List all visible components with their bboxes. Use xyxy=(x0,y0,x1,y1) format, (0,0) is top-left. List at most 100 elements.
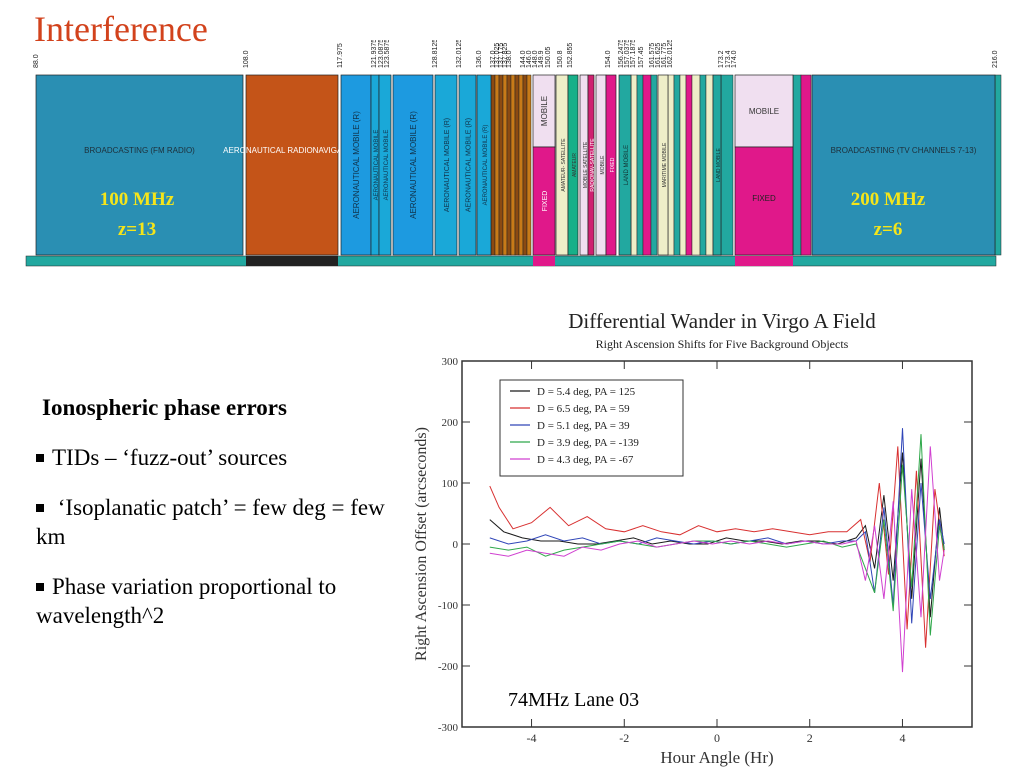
frequency-label: 157.0375 xyxy=(624,40,631,68)
band-label: AERONAUTICAL MOBILE (R) xyxy=(466,118,473,212)
bullet-square-icon xyxy=(36,453,44,462)
band-bottom-stripe xyxy=(246,256,338,266)
y-tick-label: 0 xyxy=(453,539,459,551)
frequency-label: 137.825 xyxy=(502,43,509,68)
frequency-label: 150.05 xyxy=(545,46,552,68)
band-block xyxy=(35,74,244,256)
band-segment xyxy=(685,74,693,256)
series-line xyxy=(489,452,945,618)
frequency-label: 161.775 xyxy=(661,43,668,68)
frequency-label: 117.975 xyxy=(337,43,344,68)
frequency-label: 144.0 xyxy=(520,50,527,68)
band-segment xyxy=(650,74,658,256)
y-tick-label: 100 xyxy=(442,478,459,490)
band-label: AERONAUTICAL MOBILE (R) xyxy=(409,111,418,219)
band-block xyxy=(392,74,434,256)
frequency-label: 121.9375 xyxy=(371,40,378,68)
band-note: 100 MHz xyxy=(100,189,175,210)
frequency-label: 161.625 xyxy=(655,43,662,68)
frequency-label: 123.5875 xyxy=(384,40,391,68)
band-block xyxy=(605,74,617,256)
legend-label: D = 5.1 deg, PA = 39 xyxy=(537,420,630,432)
frequency-label: 136.0 xyxy=(476,50,483,68)
x-tick-label: 2 xyxy=(807,731,813,745)
band-label: RADIONAV-SATELLITE xyxy=(590,138,596,192)
chart-title: Differential Wander in Virgo A Field xyxy=(568,309,876,333)
band-segment xyxy=(636,74,644,256)
legend-label: D = 6.5 deg, PA = 59 xyxy=(537,403,630,415)
bullet-text: Phase variation proportional to waveleng… xyxy=(36,574,337,628)
frequency-label: 137.025 xyxy=(494,43,501,68)
band-segment xyxy=(518,74,524,256)
legend-box xyxy=(499,379,684,477)
band-segment xyxy=(506,74,512,256)
frequency-label: 137.0 xyxy=(490,50,497,68)
x-axis-label: Hour Angle (Hr) xyxy=(660,748,773,767)
band-block xyxy=(811,74,996,256)
band-segment xyxy=(502,74,508,256)
band-label: FIXED xyxy=(752,194,776,203)
band-block xyxy=(618,74,632,256)
band-segment xyxy=(642,74,652,256)
band-label: AERONAUTICAL MOBILE (R) xyxy=(483,125,489,206)
y-tick-label: 300 xyxy=(442,356,459,368)
band-label: MOBILE SATELLITE xyxy=(583,141,589,188)
band-segment xyxy=(994,74,1002,256)
chart-annotation: 74MHz Lane 03 xyxy=(508,689,639,711)
band-block xyxy=(734,74,794,148)
band-segment xyxy=(673,74,681,256)
frequency-label: 138.0 xyxy=(506,50,513,68)
band-block xyxy=(734,146,794,256)
band-segment xyxy=(705,74,714,256)
band-label: FIXED xyxy=(610,157,616,172)
band-label: MOBILE xyxy=(749,107,779,116)
bullet-header: Ionospheric phase errors xyxy=(42,395,287,420)
chart-subtitle: Right Ascension Shifts for Five Backgrou… xyxy=(596,337,849,351)
y-tick-label: -300 xyxy=(438,722,459,734)
frequency-label: 88.0 xyxy=(33,54,40,68)
band-segment xyxy=(679,74,687,256)
band-segment xyxy=(494,74,500,256)
band-block xyxy=(567,74,579,256)
band-block xyxy=(434,74,458,256)
band-segment xyxy=(792,74,802,256)
x-tick-label: -4 xyxy=(527,731,537,745)
band-segment xyxy=(691,74,701,256)
band-segment xyxy=(526,74,532,256)
band-label: MOBILE xyxy=(600,155,606,175)
bullet-item: Phase variation proportional to waveleng… xyxy=(36,572,386,630)
frequency-label: 146.0 xyxy=(526,50,533,68)
band-label: MOBILE xyxy=(540,96,549,126)
x-tick-label: -2 xyxy=(619,731,629,745)
band-label: AERONAUTICAL MOBILE (R) xyxy=(444,118,451,212)
y-tick-label: -200 xyxy=(438,661,459,673)
band-block xyxy=(378,74,392,256)
band-label: AMATEUR xyxy=(572,153,578,177)
band-block xyxy=(532,146,556,256)
band-bottom-stripe xyxy=(533,256,555,266)
frequency-label: 157.45 xyxy=(638,46,645,68)
band-note: 200 MHz xyxy=(851,189,926,210)
series-line xyxy=(489,428,945,624)
frequency-label: 173.4 xyxy=(725,50,732,68)
y-axis-label: Right Ascension Offset (arcseconds) xyxy=(413,427,430,661)
bullet-list: Ionospheric phase errors TIDs – ‘fuzz-ou… xyxy=(36,393,386,651)
frequency-label: 152.855 xyxy=(567,43,574,68)
band-segment xyxy=(490,74,496,256)
band-label: MARITIME MOBILE xyxy=(662,142,668,187)
frequency-label: 123.0875 xyxy=(378,40,385,68)
band-segment xyxy=(498,74,504,256)
legend-label: D = 4.3 deg, PA = -67 xyxy=(537,454,634,466)
band-label: AERONAUTICAL MOBILE xyxy=(374,130,380,201)
band-segment xyxy=(522,74,528,256)
band-block xyxy=(712,74,722,256)
x-tick-label: 0 xyxy=(714,731,720,745)
frequency-label: 108.0 xyxy=(243,50,250,68)
band-label: AERONAUTICAL RADIONAVIGATION xyxy=(223,146,361,155)
frequency-label: 149.9 xyxy=(538,50,545,68)
band-segment xyxy=(667,74,675,256)
line-chart: Differential Wander in Virgo A Field Rig… xyxy=(413,309,973,767)
frequency-label: 157.1875 xyxy=(630,40,637,68)
x-tick-label: 4 xyxy=(899,731,905,745)
bullet-square-icon xyxy=(36,582,44,591)
